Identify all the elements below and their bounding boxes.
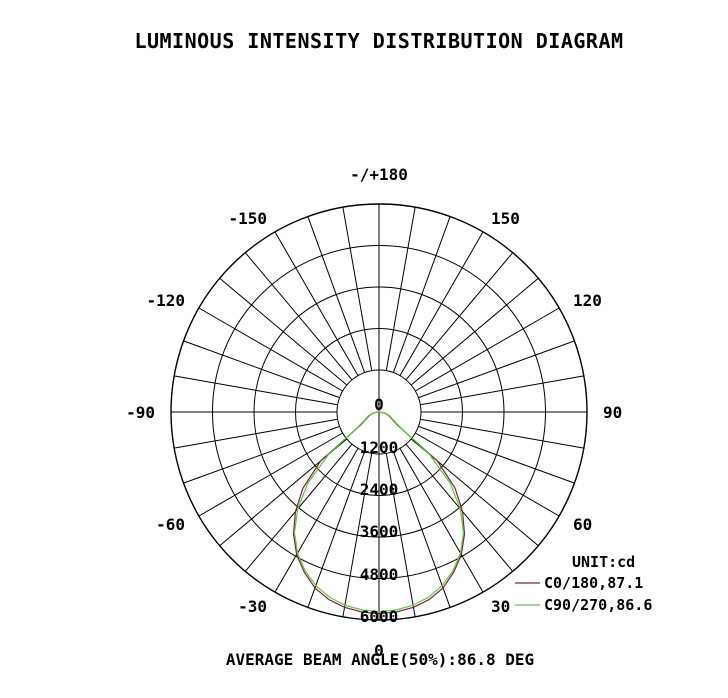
radial-tick-label: 6000 [360,607,399,626]
angle-label: -/+180 [350,165,408,184]
legend-entry: C90/270,86.6 [544,596,652,614]
angle-label: 0 [374,641,384,660]
angle-label: -90 [126,403,155,422]
intensity-curves [292,411,466,615]
radial-tick-label: 0 [374,395,384,414]
angle-label: -120 [146,291,185,310]
radial-tick-label: 1200 [360,438,399,457]
legend: UNIT:cd C0/180,87.1 C90/270,86.6 [515,553,652,614]
series-line-c90-270 [293,411,465,613]
angle-label: 150 [491,209,520,228]
angle-label: 120 [573,291,602,310]
radial-tick-label: 3600 [360,522,399,541]
angle-label: -150 [228,209,267,228]
series-line-c0-180 [292,411,466,615]
angle-label: 90 [603,403,622,422]
beam-angle-footer: AVERAGE BEAM ANGLE(50%):86.8 DEG [226,650,534,669]
angle-label: -30 [238,597,267,616]
angle-label: 30 [491,597,510,616]
chart-title: LUMINOUS INTENSITY DISTRIBUTION DIAGRAM [134,29,623,53]
radial-tick-labels: 0 1200 2400 3600 4800 6000 [360,395,399,626]
unit-label: UNIT:cd [572,553,635,571]
angle-label: 60 [573,515,592,534]
angle-label: -60 [156,515,185,534]
radial-tick-label: 2400 [360,480,399,499]
radial-tick-label: 4800 [360,565,399,584]
angle-labels: -/+180 -150 150 -120 120 -90 90 -60 60 -30 30 0 [126,165,622,660]
legend-entry: C0/180,87.1 [544,574,643,592]
